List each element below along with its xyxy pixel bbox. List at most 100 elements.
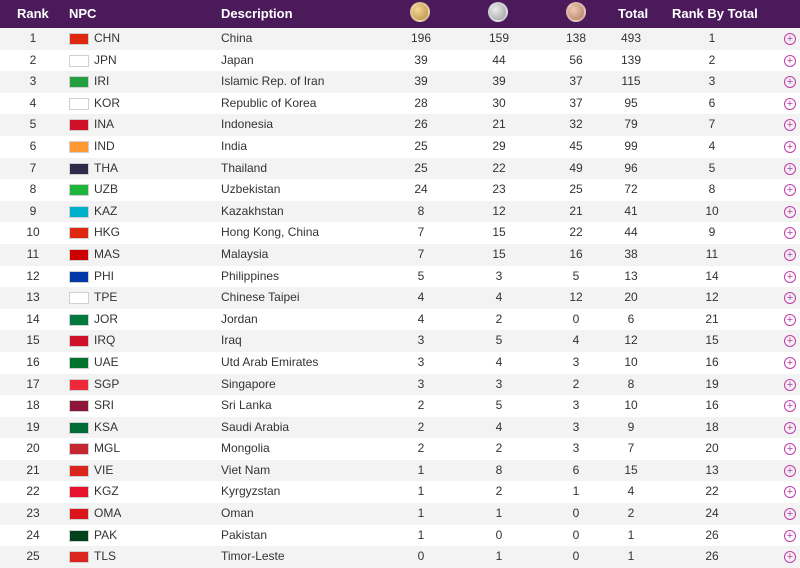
- plus-circle-icon[interactable]: +: [784, 54, 796, 67]
- table-row[interactable]: 15 IRQ Iraq 3 5 4 12 15 +: [0, 330, 800, 352]
- gold-count: 7: [417, 246, 425, 261]
- table-row[interactable]: 5 INA Indonesia 26 21 32 79 7 +: [0, 114, 800, 136]
- table-row[interactable]: 18 SRI Sri Lanka 2 5 3 10 16 +: [0, 395, 800, 417]
- table-row[interactable]: 1 CHN China 196 159 138 493 1 +: [0, 28, 800, 50]
- plus-circle-icon[interactable]: +: [784, 97, 796, 110]
- silver-medal-icon[interactable]: [488, 2, 508, 22]
- description-header[interactable]: Description: [221, 6, 293, 21]
- plus-circle-icon[interactable]: +: [784, 335, 796, 348]
- total-header[interactable]: Total: [618, 6, 649, 21]
- table-row[interactable]: 13 TPE Chinese Taipei 4 4 12 20 12 +: [0, 287, 800, 309]
- flag-icon: [69, 248, 89, 261]
- country-name: Uzbekistan: [221, 182, 281, 197]
- table-row[interactable]: 24 PAK Pakistan 1 0 0 1 26 +: [0, 524, 800, 547]
- rank-by-total-header[interactable]: Rank By Total: [672, 6, 758, 21]
- plus-circle-icon[interactable]: +: [784, 292, 796, 305]
- plus-circle-icon[interactable]: +: [784, 421, 796, 434]
- table-row[interactable]: 2 JPN Japan 39 44 56 139 2 +: [0, 49, 800, 72]
- rank-cell: 5: [29, 117, 37, 132]
- table-row[interactable]: 7 THA Thailand 25 22 49 96 5 +: [0, 157, 800, 180]
- table-row[interactable]: 11 MAS Malaysia 7 15 16 38 11 +: [0, 243, 800, 266]
- plus-circle-icon[interactable]: +: [784, 356, 796, 369]
- rank-by-total-cell: 8: [708, 182, 716, 197]
- country-name: Chinese Taipei: [221, 290, 300, 305]
- table-row[interactable]: 10 HKG Hong Kong, China 7 15 22 44 9 +: [0, 222, 800, 244]
- plus-circle-icon[interactable]: +: [784, 529, 796, 542]
- silver-count: 2: [495, 441, 503, 456]
- table-row[interactable]: 25 TLS Timor-Leste 0 1 0 1 26 +: [0, 546, 800, 568]
- plus-circle-icon[interactable]: +: [784, 76, 796, 89]
- silver-count: 1: [495, 506, 503, 521]
- table-row[interactable]: 23 OMA Oman 1 1 0 2 24 +: [0, 503, 800, 525]
- gold-medal-icon[interactable]: [410, 2, 430, 22]
- plus-circle-icon[interactable]: +: [784, 313, 796, 326]
- npc-header[interactable]: NPC: [69, 6, 97, 21]
- table-row[interactable]: 12 PHI Philippines 5 3 5 13 14 +: [0, 265, 800, 288]
- plus-circle-icon[interactable]: +: [784, 464, 796, 477]
- plus-circle-icon[interactable]: +: [784, 400, 796, 413]
- plus-circle-icon[interactable]: +: [784, 227, 796, 240]
- plus-circle-icon[interactable]: +: [784, 508, 796, 521]
- table-row[interactable]: 3 IRI Islamic Rep. of Iran 39 39 37 115 3 +: [0, 71, 800, 93]
- rank-by-total-cell: 12: [705, 290, 719, 305]
- total-count: 96: [624, 160, 638, 175]
- plus-circle-icon[interactable]: +: [784, 248, 796, 261]
- total-count: 1: [627, 549, 635, 564]
- table-row[interactable]: 22 KGZ Kyrgyzstan 1 2 1 4 22 +: [0, 481, 800, 504]
- plus-circle-icon[interactable]: +: [784, 33, 796, 45]
- gold-count: 39: [414, 52, 428, 67]
- rank-by-total-cell: 2: [708, 52, 716, 67]
- country-name: Japan: [221, 52, 254, 67]
- plus-circle-icon[interactable]: +: [784, 551, 796, 564]
- plus-circle-icon[interactable]: +: [784, 184, 796, 197]
- table-row[interactable]: 6 IND India 25 29 45 99 4 +: [0, 135, 800, 158]
- table-row[interactable]: 4 KOR Republic of Korea 28 30 37 95 6 +: [0, 92, 800, 115]
- total-count: 9: [627, 419, 635, 434]
- table-row[interactable]: 21 VIE Viet Nam 1 8 6 15 13 +: [0, 459, 800, 482]
- total-count: 44: [624, 225, 638, 240]
- plus-circle-icon[interactable]: +: [784, 486, 796, 499]
- plus-circle-icon[interactable]: +: [784, 140, 796, 153]
- table-row[interactable]: 16 UAE Utd Arab Emirates 3 4 3 10 16 +: [0, 351, 800, 374]
- plus-circle-icon[interactable]: +: [784, 443, 796, 456]
- silver-count: 0: [495, 527, 503, 542]
- rank-cell: 3: [29, 74, 37, 89]
- country-name: Mongolia: [221, 441, 270, 456]
- plus-circle-icon[interactable]: +: [784, 205, 796, 218]
- plus-circle-icon[interactable]: +: [784, 270, 796, 283]
- rank-by-total-cell: 1: [708, 31, 716, 45]
- npc-code: IRQ: [94, 333, 116, 348]
- flag-icon: [69, 270, 89, 283]
- gold-count: 0: [417, 549, 425, 564]
- gold-count: 196: [410, 31, 432, 45]
- table-row[interactable]: 14 JOR Jordan 4 2 0 6 21 +: [0, 308, 800, 331]
- table-row[interactable]: 20 MGL Mongolia 2 2 3 7 20 +: [0, 438, 800, 460]
- gold-count: 3: [417, 333, 425, 348]
- flag-icon: [69, 378, 89, 391]
- bronze-count: 6: [572, 462, 580, 477]
- flag-icon: [69, 443, 89, 456]
- table-row[interactable]: 9 KAZ Kazakhstan 8 12 21 41 10 +: [0, 200, 800, 223]
- silver-count: 8: [495, 462, 503, 477]
- bronze-medal-icon[interactable]: [566, 2, 586, 22]
- total-count: 4: [627, 484, 635, 499]
- table-row[interactable]: 17 SGP Singapore 3 3 2 8 19 +: [0, 373, 800, 396]
- npc-code: MGL: [94, 441, 121, 456]
- rank-by-total-cell: 9: [708, 225, 716, 240]
- table-row[interactable]: 8 UZB Uzbekistan 24 23 25 72 8 +: [0, 179, 800, 201]
- npc-code: PHI: [94, 268, 115, 283]
- plus-circle-icon[interactable]: +: [784, 119, 796, 132]
- flag-icon: [69, 486, 89, 499]
- silver-count: 30: [492, 95, 506, 110]
- table-row[interactable]: 19 KSA Saudi Arabia 2 4 3 9 18 +: [0, 416, 800, 439]
- flag-icon: [69, 119, 89, 132]
- plus-circle-icon[interactable]: +: [784, 378, 796, 391]
- rank-by-total-cell: 19: [705, 376, 719, 391]
- gold-count: 1: [417, 484, 425, 499]
- country-name: Jordan: [221, 311, 258, 326]
- gold-count: 1: [417, 527, 425, 542]
- silver-count: 21: [492, 117, 506, 132]
- plus-circle-icon[interactable]: +: [784, 162, 796, 175]
- country-name: Republic of Korea: [221, 95, 317, 110]
- rank-header[interactable]: Rank: [17, 6, 49, 21]
